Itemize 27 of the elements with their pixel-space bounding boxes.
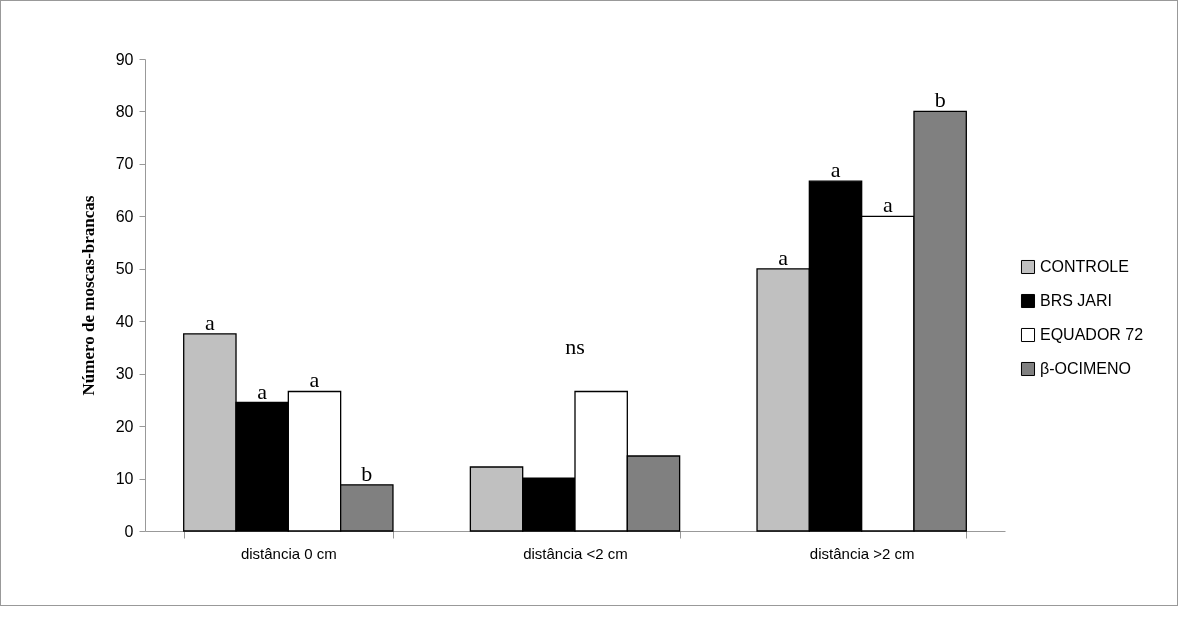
data-label: a [882,192,893,218]
data-label: a [309,367,320,393]
y-tick-label: 40 [115,312,134,330]
y-tick-label: 50 [115,260,134,278]
data-label: a [257,378,268,404]
y-tick-label: 90 [115,50,134,68]
data-label: a [204,309,215,335]
x-tick-label: distância >2 cm [809,544,915,562]
y-tick-label: 0 [124,522,134,540]
y-tick-label: 30 [115,365,134,383]
data-label: a [778,244,789,270]
data-label: b [361,460,373,486]
y-tick-label: 10 [115,470,134,488]
data-label: a [830,157,841,183]
legend-label: CONTROLE [1040,258,1129,275]
y-tick-label: 20 [115,417,134,435]
y-tick-label: 60 [115,207,134,225]
legend-label: EQUADOR 72 [1040,326,1144,343]
legend-label: BRS JARI [1040,292,1113,309]
y-axis-title: Número de moscas-brancas [78,195,98,396]
legend-label: β-OCIMENO [1040,360,1131,377]
annotation: ns [565,334,585,359]
x-tick-label: distância 0 cm [240,544,337,562]
data-label: b [934,87,946,113]
y-tick-label: 80 [115,102,134,120]
y-tick-label: 70 [115,155,134,173]
x-tick-label: distância <2 cm [523,544,628,562]
